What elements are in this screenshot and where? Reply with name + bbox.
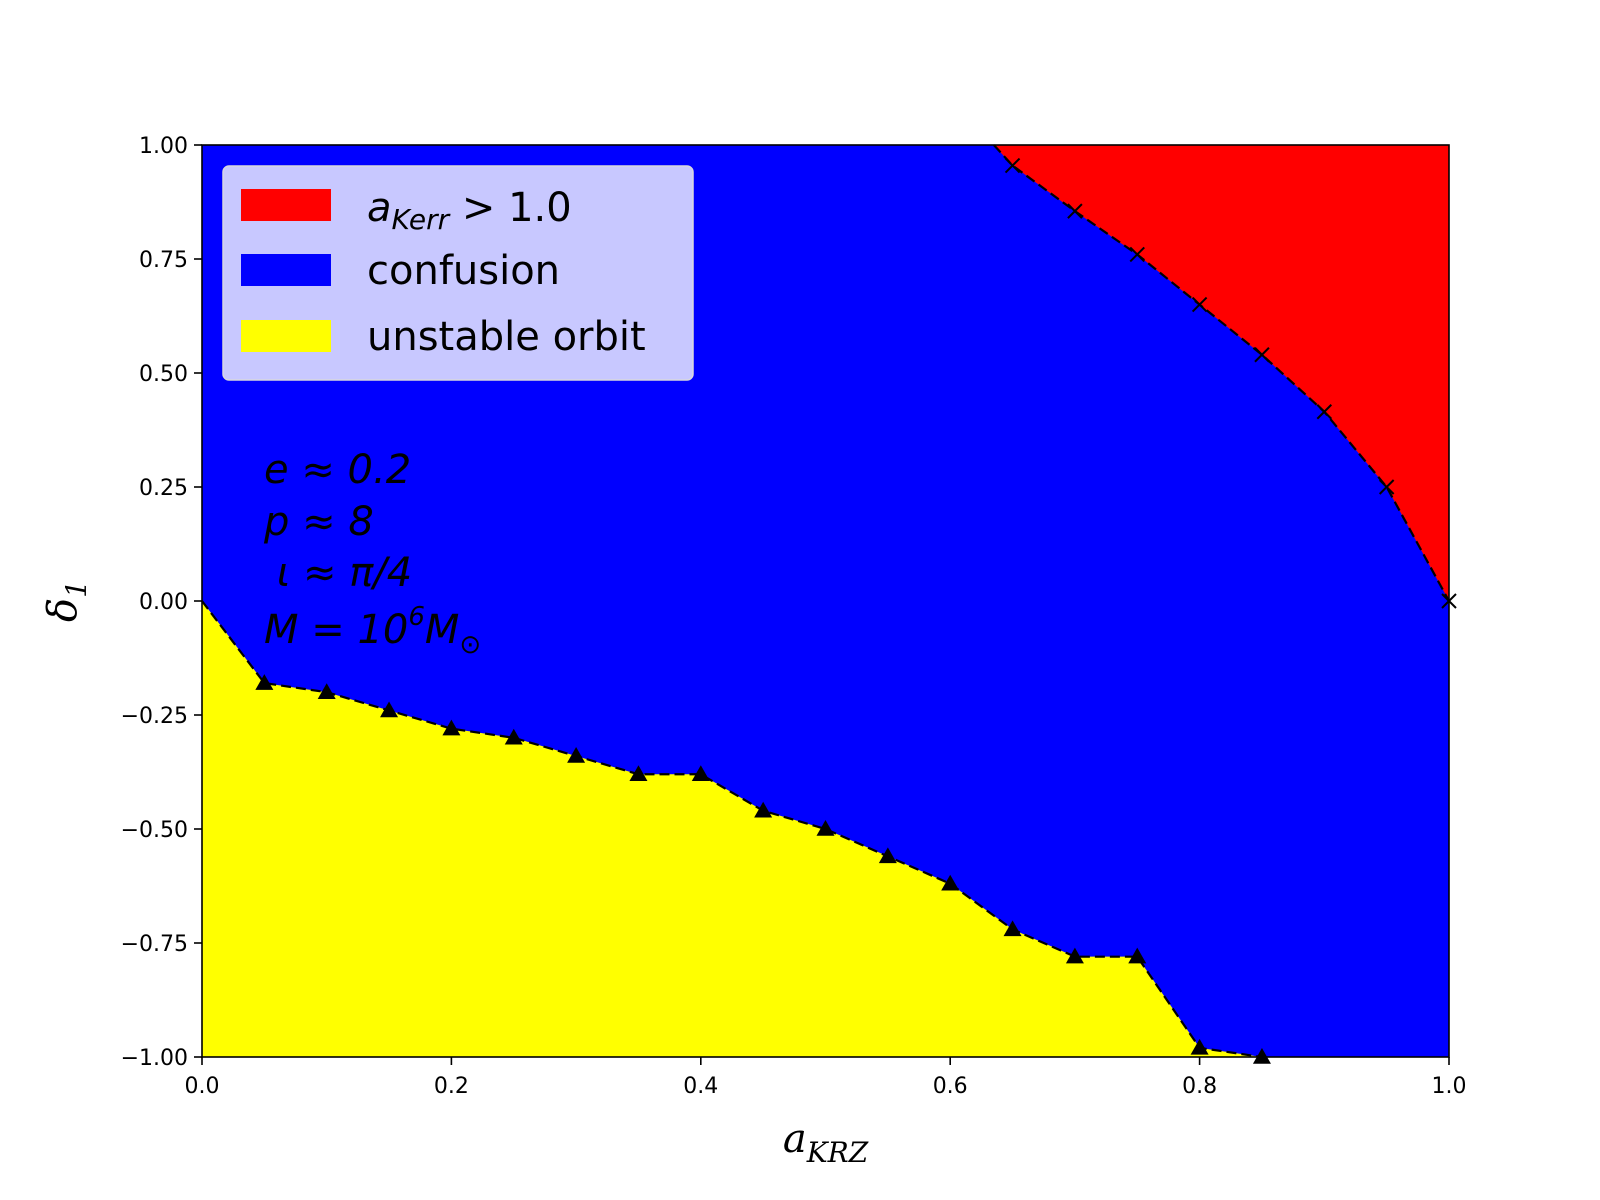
y-tick-label: −1.00: [121, 1046, 188, 1071]
legend-swatch-akerr: [241, 189, 331, 221]
x-tick-label: 0.2: [434, 1074, 469, 1099]
annotation-eccentricity: e ≈ 0.2: [264, 447, 411, 493]
annotation-mass: M = 106M⊙: [264, 602, 481, 660]
marker-x: [1378, 479, 1395, 495]
legend-label-unstable-orbit: unstable orbit: [367, 314, 646, 360]
boundary-markers: [255, 157, 1457, 1064]
marker-triangle: [504, 728, 523, 745]
boundary-line-unstable-orbit: [201, 600, 1263, 1059]
marker-triangle: [567, 747, 586, 763]
annotation-semilatus: p ≈ 8: [263, 499, 374, 545]
x-tick-label: 0.0: [185, 1074, 220, 1099]
plot-area: [202, 145, 1449, 1057]
x-axis-ticks: 0.0 0.2 0.4 0.6 0.8 1.0: [185, 1057, 1467, 1099]
y-tick-label: 0.50: [139, 362, 188, 387]
marker-triangle: [754, 801, 773, 818]
svg-text:δ1: δ1: [40, 580, 93, 622]
region-unstable-orbit: [202, 601, 1262, 1057]
y-tick-label: 0.25: [139, 476, 188, 501]
marker-triangle: [380, 701, 399, 718]
legend-swatch-confusion: [241, 254, 331, 286]
legend-label-confusion: confusion: [367, 248, 560, 294]
y-tick-label: −0.25: [121, 704, 188, 729]
marker-x: [1254, 347, 1270, 363]
marker-triangle: [941, 874, 960, 891]
legend-box: [222, 165, 694, 381]
marker-triangle: [1128, 947, 1147, 964]
marker-triangle: [255, 674, 274, 690]
parameter-annotations: e ≈ 0.2 p ≈ 8 ι ≈ π/4 M = 106M⊙: [263, 447, 481, 660]
marker-triangle: [816, 820, 835, 836]
x-tick-label: 0.4: [683, 1074, 718, 1099]
region-akerr: [993, 145, 1449, 601]
marker-triangle: [691, 765, 710, 782]
y-axis-label: δ1: [40, 580, 93, 622]
y-tick-label: 0.75: [139, 248, 188, 273]
legend-label-akerr: aKerr > 1.0: [367, 185, 572, 236]
marker-x: [1191, 296, 1208, 313]
marker-x: [1316, 404, 1333, 420]
marker-triangle: [1252, 1048, 1271, 1064]
marker-triangle: [442, 719, 461, 736]
legend-swatch-unstable-orbit: [241, 320, 331, 352]
marker-triangle: [878, 847, 897, 864]
y-tick-label: 1.00: [139, 134, 188, 159]
marker-x: [1004, 157, 1021, 174]
annotation-inclination: ι ≈ π/4: [264, 550, 412, 596]
y-tick-label: 0.00: [139, 590, 188, 615]
y-tick-label: −0.50: [121, 818, 188, 843]
marker-triangle: [1190, 1038, 1209, 1055]
marker-x: [1067, 203, 1083, 219]
x-tick-label: 1.0: [1432, 1074, 1467, 1099]
y-axis-ticks: 1.00 0.75 0.50 0.25 0.00 −0.25 −0.50 −0.75 −1.00: [121, 134, 202, 1071]
x-axis-label: aKRZ: [783, 1116, 869, 1169]
legend: aKerr > 1.0 confusion unstable orbit: [222, 165, 694, 381]
marker-triangle: [629, 765, 648, 782]
y-tick-label: −0.75: [121, 932, 188, 957]
x-tick-label: 0.6: [933, 1074, 968, 1099]
x-tick-label: 0.8: [1182, 1074, 1217, 1099]
marker-triangle: [1003, 920, 1022, 937]
marker-triangle: [1065, 947, 1084, 964]
marker-triangle: [317, 683, 336, 699]
marker-x: [1129, 246, 1145, 263]
